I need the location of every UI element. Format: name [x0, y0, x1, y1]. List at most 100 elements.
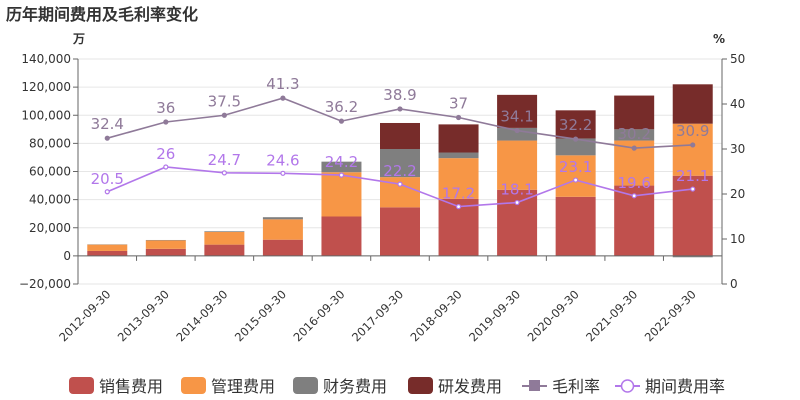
period-expense-rate-label: 20.5: [91, 170, 124, 188]
point-period: [280, 170, 286, 176]
point-gross: [221, 112, 227, 118]
legend-item-gross: 毛利率: [522, 377, 600, 396]
x-tick-label: 2021-09-30: [583, 287, 640, 344]
left-tick-label: 80,000: [29, 136, 71, 150]
left-tick-label: 100,000: [21, 108, 71, 122]
point-period: [455, 204, 462, 210]
gross-margin-label: 37: [449, 95, 468, 113]
left-tick-label: 120,000: [21, 80, 71, 94]
legend-label: 管理费用: [211, 377, 275, 396]
legend-item-rnd: 研发费用: [408, 377, 502, 396]
legend-swatch: [181, 377, 206, 394]
bar-mgmt: [145, 240, 186, 249]
bar-rnd: [555, 110, 596, 139]
point-period: [397, 181, 403, 187]
legend-item-sales: 销售费用: [69, 377, 163, 396]
period-expense-rate-label: 24.7: [208, 151, 241, 169]
gross-margin-label: 41.3: [266, 75, 299, 93]
bar-sales: [380, 207, 420, 256]
x-tick-label: 2012-09-30: [56, 287, 113, 344]
left-tick-label: 40,000: [29, 193, 71, 207]
point-period: [338, 172, 345, 178]
bar-rnd: [497, 94, 538, 128]
bar-sales: [321, 216, 362, 256]
right-tick-label: 40: [730, 97, 745, 111]
point-gross: [514, 127, 520, 134]
point-gross: [573, 136, 579, 142]
bar-mgmt: [555, 155, 596, 197]
bar-mgmt: [262, 219, 303, 240]
data-labels: 32.4 36 37.5 41.3 36.2 38.9 37 34.1 32.2 30.2 30.9…: [91, 75, 710, 202]
x-tick-label: 2016-09-30: [290, 287, 347, 344]
legend-swatch: [408, 377, 433, 394]
right-tick-label: 0: [730, 277, 738, 291]
bar-mgmt: [321, 172, 362, 217]
bar-mgmt: [87, 244, 128, 251]
bar-rnd: [438, 124, 479, 153]
bars: [87, 84, 713, 258]
left-tick-label: 140,000: [21, 52, 71, 66]
point-period: [514, 199, 520, 206]
legend-swatch: [69, 377, 94, 394]
bar-sales: [555, 196, 596, 256]
legend-swatch: [293, 377, 318, 394]
legend-item-period: 期间费用率: [615, 377, 725, 396]
period-expense-rate-label: 24.2: [325, 153, 358, 171]
x-tick-label: 2017-09-30: [349, 287, 406, 344]
bar-rnd: [672, 84, 713, 124]
bar-finance: [204, 231, 245, 232]
period-expense-rate-label: 18.1: [500, 181, 533, 199]
bar-sales: [204, 244, 245, 256]
bar-mgmt: [497, 140, 538, 190]
right-axis-unit: %: [713, 32, 725, 46]
x-tick-label: 2013-09-30: [115, 287, 172, 344]
point-period: [631, 193, 637, 199]
bar-mgmt: [438, 158, 479, 199]
legend-item-finance: 财务费用: [293, 377, 387, 396]
left-axis-unit: 万: [72, 32, 85, 46]
point-period: [221, 170, 227, 176]
legend-swatch-marker: [529, 380, 540, 391]
bar-sales: [145, 248, 186, 256]
point-gross: [455, 114, 462, 121]
legend-label: 毛利率: [552, 377, 600, 396]
bar-finance: [614, 129, 655, 141]
legend-item-mgmt: 管理费用: [181, 377, 275, 396]
x-tick-label: 2014-09-30: [173, 287, 230, 344]
point-gross: [631, 145, 637, 151]
x-tick-label: 2015-09-30: [232, 287, 289, 344]
bar-finance: [672, 255, 713, 258]
right-tick-label: 10: [730, 232, 745, 246]
bar-finance: [262, 217, 303, 220]
left-tick-label: 60,000: [29, 165, 71, 179]
x-tick-label: 2018-09-30: [408, 287, 465, 344]
bar-sales: [262, 239, 303, 256]
gross-margin-label: 32.2: [559, 116, 592, 134]
bar-finance: [438, 152, 479, 159]
bar-mgmt: [204, 231, 245, 245]
period-expense-rate-label: 26: [156, 145, 175, 163]
legend: 销售费用 管理费用 财务费用 研发费用 毛利率 期间费用率: [69, 377, 725, 396]
period-expense-rate-label: 23.1: [559, 158, 592, 176]
bar-mgmt: [672, 123, 713, 176]
x-tick-label: 2022-09-30: [642, 287, 699, 344]
point-gross: [338, 118, 345, 124]
gross-margin-label: 30.9: [676, 122, 709, 140]
lines: [104, 95, 696, 210]
period-expense-rate-label: 17.2: [442, 185, 475, 203]
bar-finance: [497, 127, 538, 141]
bar-rnd: [380, 122, 420, 149]
chart-title: 历年期间费用及毛利率变化: [6, 5, 198, 24]
period-expense-rate-label: 19.6: [617, 174, 650, 192]
legend-label: 销售费用: [99, 377, 163, 396]
left-tick-label: 0: [63, 249, 71, 263]
bar-finance: [321, 161, 362, 173]
point-period: [573, 177, 579, 183]
right-tick-label: 50: [730, 52, 745, 66]
period-expense-rate-label: 22.2: [383, 162, 416, 180]
point-gross: [104, 135, 110, 141]
gross-margin-label: 36.2: [325, 98, 358, 116]
x-tick-label: 2019-09-30: [466, 287, 523, 344]
legend-label: 期间费用率: [645, 377, 725, 396]
gross-margin-label: 32.4: [91, 115, 124, 133]
